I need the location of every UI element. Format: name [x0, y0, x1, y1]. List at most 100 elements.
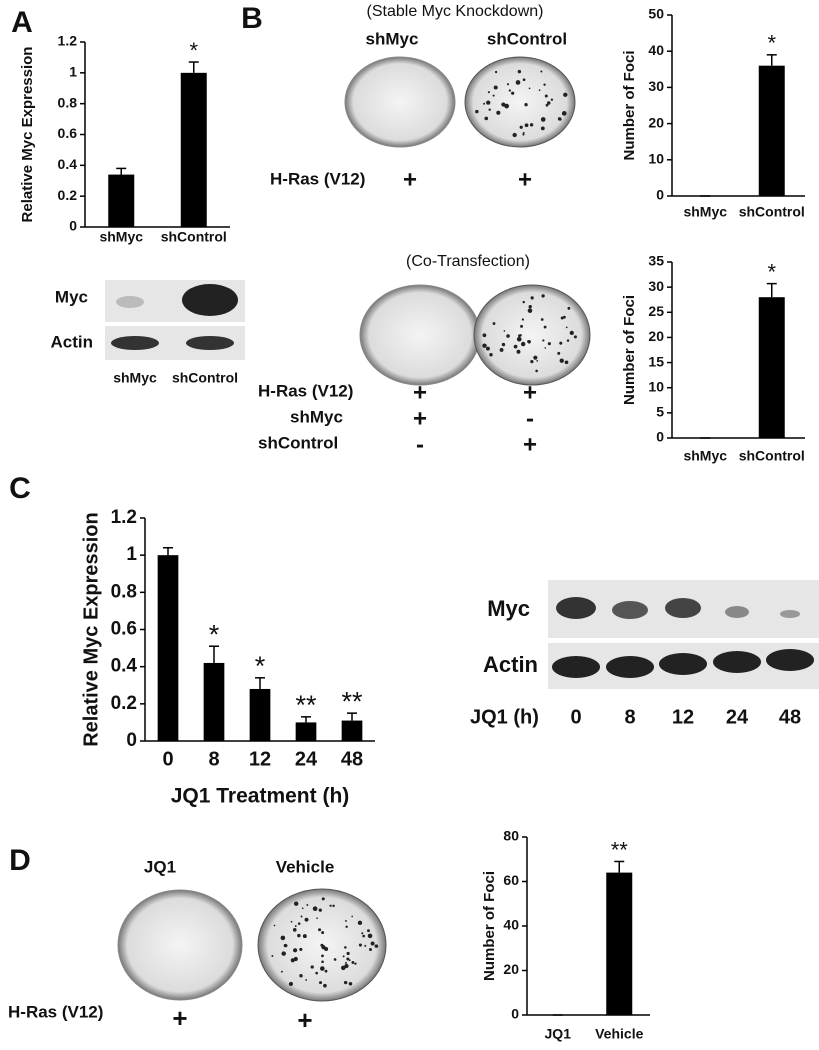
colony — [280, 970, 283, 973]
colony — [333, 958, 337, 961]
colony — [573, 335, 577, 339]
label: shControl — [258, 433, 338, 452]
colony — [369, 947, 372, 951]
colony — [517, 69, 522, 74]
y-tick-label: 10 — [648, 151, 664, 167]
label: + — [523, 431, 537, 458]
y-tick-label: 20 — [503, 961, 519, 977]
label: + — [413, 405, 427, 432]
label: Vehicle — [276, 857, 335, 876]
label: 12 — [672, 706, 694, 728]
colony — [364, 944, 367, 947]
colony — [535, 369, 538, 373]
colony — [506, 334, 510, 338]
colony — [482, 333, 487, 338]
label: Actin — [51, 332, 94, 351]
colony — [528, 304, 532, 309]
colony — [271, 955, 274, 957]
y-tick-label: 50 — [648, 6, 664, 22]
label: 48 — [779, 706, 801, 728]
colony — [357, 920, 363, 925]
colony — [332, 904, 335, 908]
colony — [511, 91, 515, 95]
blot-band — [780, 610, 800, 618]
y-axis-label: Number of Foci — [481, 871, 498, 981]
colony — [370, 941, 375, 946]
bar — [108, 174, 135, 227]
colony — [306, 904, 309, 906]
label: (Co-Transfection) — [406, 253, 530, 270]
y-axis-label: Number of Foci — [621, 295, 638, 405]
label: shControl — [487, 29, 567, 48]
colony — [528, 87, 531, 90]
colony — [527, 340, 529, 342]
colony — [486, 100, 491, 105]
significance: * — [209, 619, 220, 649]
label: shMyc — [290, 407, 343, 426]
label: + — [403, 166, 417, 193]
label: Myc — [55, 287, 88, 306]
label: shControl — [172, 370, 238, 386]
y-tick-label: 0 — [656, 187, 664, 203]
y-tick-label: 40 — [503, 917, 519, 933]
label: 24 — [726, 706, 749, 728]
colony — [321, 931, 325, 935]
colony — [518, 334, 521, 338]
y-axis-label: Number of Foci — [621, 50, 638, 160]
colony — [494, 70, 498, 74]
y-tick-label: 30 — [648, 278, 664, 294]
colony — [540, 126, 545, 131]
y-tick-label: 0 — [656, 429, 664, 445]
colony — [374, 944, 379, 948]
colony — [566, 339, 570, 342]
colony — [541, 294, 545, 298]
colony — [527, 308, 533, 313]
colony — [342, 955, 345, 958]
label: shMyc — [113, 370, 157, 386]
colony — [544, 94, 548, 98]
colony — [346, 957, 350, 961]
blot-band — [606, 656, 654, 678]
colony — [292, 928, 297, 932]
x-tick-label: shControl — [739, 448, 805, 464]
colony — [529, 123, 534, 127]
colony — [547, 101, 551, 105]
colony — [310, 965, 314, 969]
significance: ** — [341, 686, 363, 716]
colony — [540, 117, 546, 122]
colony — [543, 83, 546, 86]
colony — [362, 934, 366, 938]
label: Myc — [487, 596, 530, 621]
colony — [482, 343, 487, 348]
plate — [359, 284, 481, 386]
bar — [758, 297, 785, 438]
bar — [203, 662, 225, 741]
colony — [358, 943, 362, 947]
colony — [540, 318, 544, 321]
colony — [560, 316, 564, 320]
y-tick-label: 0.8 — [111, 581, 137, 602]
significance: * — [767, 31, 776, 56]
y-tick-label: 0 — [69, 218, 77, 234]
colony — [561, 111, 567, 116]
colony — [524, 103, 528, 107]
colony — [324, 947, 329, 952]
colony — [559, 358, 564, 363]
colony — [315, 971, 318, 975]
colony — [533, 355, 538, 360]
plate — [464, 56, 576, 148]
colony — [520, 341, 526, 347]
colony — [293, 901, 299, 906]
y-tick-label: 0.6 — [111, 619, 137, 640]
colony — [299, 974, 303, 978]
y-tick-label: 0.4 — [111, 656, 138, 677]
colony — [559, 118, 562, 121]
colony — [297, 922, 301, 925]
blot-band — [552, 656, 600, 678]
colony — [318, 928, 322, 932]
label: H-Ras (V12) — [8, 1002, 103, 1021]
label: H-Ras (V12) — [258, 381, 353, 400]
significance: * — [189, 38, 198, 63]
colony — [562, 315, 566, 319]
